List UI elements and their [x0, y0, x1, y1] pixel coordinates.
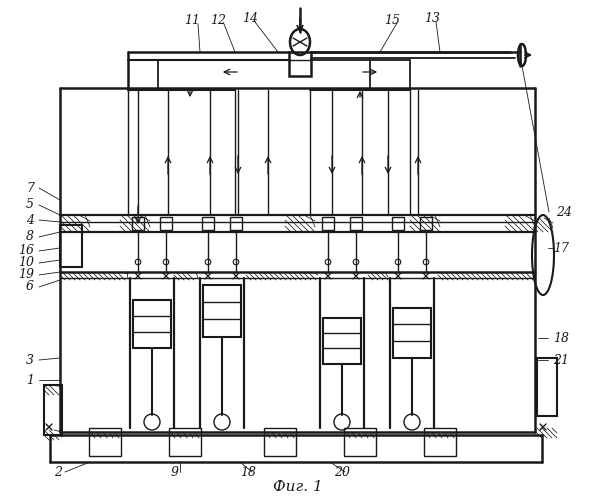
Text: 21: 21 [553, 354, 569, 366]
Bar [289, 52, 311, 76]
Bar [89, 428, 121, 456]
Circle shape [205, 259, 211, 265]
Ellipse shape [290, 29, 310, 55]
Bar [44, 385, 62, 435]
Text: 1: 1 [26, 374, 34, 386]
Text: 4: 4 [26, 214, 34, 226]
Circle shape [214, 414, 230, 430]
Text: 11: 11 [184, 14, 200, 26]
Text: 18: 18 [240, 466, 256, 478]
Text: 10: 10 [18, 256, 34, 270]
Bar [230, 217, 242, 230]
Text: 16: 16 [18, 244, 34, 258]
Circle shape [423, 259, 429, 265]
Text: 18: 18 [553, 332, 569, 344]
Ellipse shape [532, 215, 554, 295]
Bar [537, 358, 557, 416]
Bar [264, 428, 296, 456]
Text: 7: 7 [26, 182, 34, 194]
Bar [420, 217, 432, 230]
Circle shape [135, 259, 141, 265]
Bar [322, 217, 334, 230]
Text: 14: 14 [242, 12, 258, 24]
Text: 20: 20 [334, 466, 350, 478]
Bar [60, 225, 82, 267]
Ellipse shape [518, 44, 526, 66]
Bar [323, 318, 361, 364]
Bar [350, 217, 362, 230]
Text: Фиг. 1: Фиг. 1 [273, 480, 323, 494]
Bar [392, 217, 404, 230]
Bar [203, 285, 241, 337]
Bar [132, 217, 144, 230]
Circle shape [144, 414, 160, 430]
Circle shape [325, 259, 331, 265]
Bar [393, 308, 431, 358]
Text: 9: 9 [171, 466, 179, 478]
Text: 17: 17 [553, 242, 569, 254]
Circle shape [395, 259, 401, 265]
Text: 8: 8 [26, 230, 34, 243]
Bar [202, 217, 214, 230]
Circle shape [163, 259, 169, 265]
Bar [344, 428, 376, 456]
Text: 24: 24 [556, 206, 572, 218]
Circle shape [404, 414, 420, 430]
Circle shape [334, 414, 350, 430]
Text: 6: 6 [26, 280, 34, 293]
Bar [424, 428, 456, 456]
Text: 15: 15 [384, 14, 400, 26]
Bar [160, 217, 172, 230]
Circle shape [353, 259, 359, 265]
Bar [133, 300, 171, 348]
Circle shape [233, 259, 239, 265]
Text: 13: 13 [424, 12, 440, 24]
Text: 12: 12 [210, 14, 226, 26]
Text: 19: 19 [18, 268, 34, 281]
Text: 3: 3 [26, 354, 34, 366]
Bar [169, 428, 201, 456]
Text: 5: 5 [26, 198, 34, 211]
Text: 2: 2 [54, 466, 62, 478]
